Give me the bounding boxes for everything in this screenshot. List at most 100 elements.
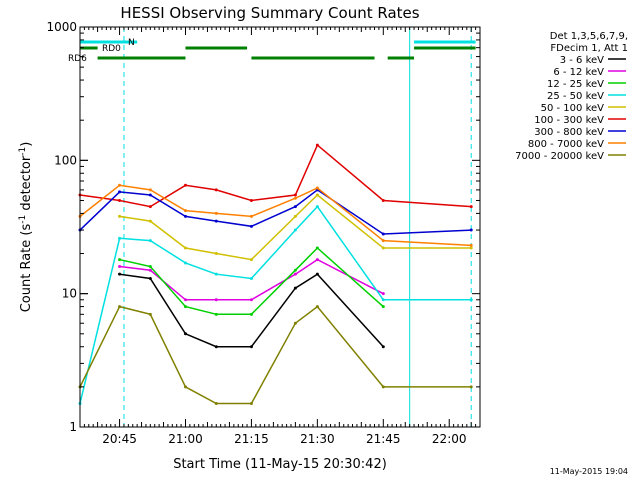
y-tick-label-4: 1000	[46, 20, 77, 34]
legend-label-3: 12 - 25 keV	[547, 79, 604, 90]
series-5-point-4	[183, 246, 187, 250]
series-4-point-7	[293, 228, 297, 232]
series-7-point-4	[183, 214, 187, 218]
legend-label-1: 3 - 6 keV	[560, 55, 604, 66]
series-4-point-8	[315, 205, 319, 209]
series-5-point-9	[381, 246, 385, 250]
series-2-point-8	[315, 258, 319, 262]
x-axis-label: Start Time (11-May-15 20:30:42)	[173, 457, 387, 472]
series-line-2	[119, 258, 384, 301]
flag-label-rd6: RD6	[68, 54, 87, 64]
series-9-point-2	[118, 305, 122, 309]
series-9-point-3	[148, 312, 152, 316]
series-2-point-9	[381, 292, 385, 296]
series-3-point-8	[315, 246, 319, 250]
series-9-point-5	[214, 402, 218, 406]
series-line-1	[119, 273, 384, 348]
x-tick-label-2: 21:00	[168, 432, 203, 446]
series-7-point-6	[249, 224, 253, 228]
series-2-point-3	[148, 268, 152, 272]
plot-area: N RD0 RD6	[68, 27, 476, 427]
x-tick-label-5: 21:45	[366, 432, 401, 446]
series-6-point-10	[469, 205, 473, 209]
series-9-point-10	[469, 385, 473, 389]
series-3-point-6	[249, 312, 253, 316]
flag-label-n: N	[128, 38, 135, 48]
series-line-9	[79, 305, 472, 405]
y-axis: 1 10 100 1000	[46, 20, 480, 434]
y-tick-label-3: 100	[54, 153, 77, 167]
series-4-point-10	[469, 298, 473, 302]
legend-label-8: 800 - 7000 keV	[528, 139, 604, 150]
legend-label-9: 7000 - 20000 keV	[515, 151, 604, 162]
series-5-point-10	[469, 246, 473, 250]
series-7-point-10	[469, 228, 473, 232]
series-line-3	[119, 246, 384, 316]
series-line-4	[79, 205, 472, 404]
series-3-point-2	[118, 258, 122, 262]
series-7-point-2	[118, 190, 122, 194]
series-3-point-4	[183, 305, 187, 309]
chart-title: HESSI Observing Summary Count Rates	[120, 4, 419, 22]
series-8-point-7	[293, 196, 297, 200]
legend-label-6: 100 - 300 keV	[534, 115, 604, 126]
series-8-point-2	[118, 183, 122, 187]
series-6-point-2	[118, 198, 122, 202]
series-4-point-5	[214, 272, 218, 276]
legend-label-2: 6 - 12 keV	[553, 67, 604, 78]
series-8-point-8	[315, 186, 319, 190]
series-6-point-4	[183, 183, 187, 187]
series-2-point-6	[249, 298, 253, 302]
x-axis: 20:45 21:00 21:15 21:30 21:45 22:00	[79, 27, 481, 446]
series-8-point-4	[183, 209, 187, 213]
series-6-point-6	[249, 198, 253, 202]
series-6-point-8	[315, 143, 319, 147]
series-6-point-3	[148, 205, 152, 209]
series-5-point-6	[249, 258, 253, 262]
series-9-point-9	[381, 385, 385, 389]
series-8-point-6	[249, 214, 253, 218]
series-1-point-4	[183, 332, 187, 336]
series-5-point-7	[293, 214, 297, 218]
series-1-point-8	[315, 272, 319, 276]
series-8-point-3	[148, 188, 152, 192]
series-2-point-2	[118, 264, 122, 268]
legend-label-4: 25 - 50 keV	[547, 91, 604, 102]
series-5-point-3	[148, 219, 152, 223]
series-7-point-9	[381, 232, 385, 236]
legend-header-2: FDecim 1, Att 1	[550, 43, 628, 54]
series-1-point-7	[293, 286, 297, 290]
series-4-point-3	[148, 239, 152, 243]
series-3-point-9	[381, 305, 385, 309]
series-2-point-5	[214, 298, 218, 302]
series-1-point-5	[214, 345, 218, 349]
x-tick-label-3: 21:15	[234, 432, 269, 446]
series-1-point-6	[249, 345, 253, 349]
footer-timestamp: 11-May-2015 19:04	[550, 467, 628, 476]
y-tick-label-2: 10	[62, 287, 77, 301]
series-line-7	[79, 188, 472, 235]
y-tick-label-1: 1	[69, 420, 77, 434]
series-1-point-9	[381, 345, 385, 349]
legend-label-5: 50 - 100 keV	[541, 103, 605, 114]
y-axis-label: Count Rate (s-1 detector-1)	[18, 142, 34, 313]
series-line-8	[79, 184, 472, 247]
legend-label-7: 300 - 800 keV	[534, 127, 604, 138]
series-5-point-5	[214, 252, 218, 256]
legend: Det 1,3,5,6,7,9,FDecim 1, Att 13 - 6 keV…	[515, 31, 628, 162]
series-1-point-2	[118, 272, 122, 276]
series-5-point-8	[315, 193, 319, 197]
series-5-point-2	[118, 214, 122, 218]
series-6-point-5	[214, 188, 218, 192]
legend-header-1: Det 1,3,5,6,7,9,	[550, 31, 628, 42]
series-2-point-4	[183, 298, 187, 302]
series-8-point-5	[214, 211, 218, 215]
series-3-point-3	[148, 264, 152, 268]
flag-label-rd0: RD0	[102, 44, 121, 54]
series-4-point-6	[249, 276, 253, 280]
plot-frame	[79, 26, 481, 428]
x-tick-label-1: 20:45	[102, 432, 137, 446]
x-tick-label-4: 21:30	[300, 432, 335, 446]
